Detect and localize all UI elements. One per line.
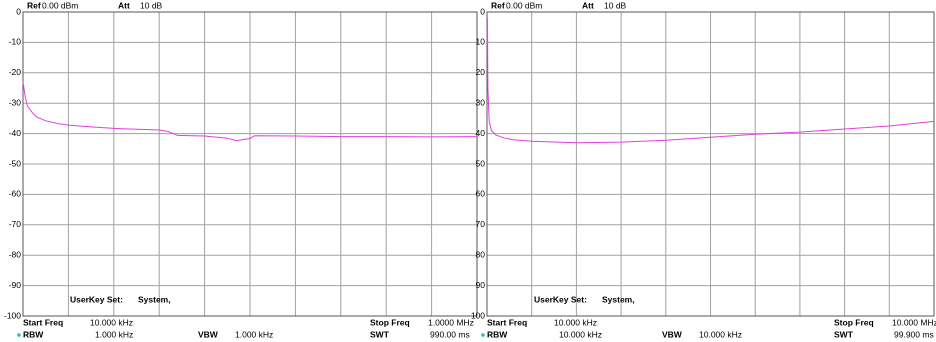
y-tick-label: 0 (480, 6, 485, 16)
footer-value: 10.000 kHz (699, 329, 742, 339)
y-tick-label: 100 (471, 310, 485, 320)
header-value: 10 dB (140, 0, 163, 10)
footer-label: RBW (23, 329, 44, 339)
footer-label: SWT (834, 329, 854, 339)
trace (486, 18, 935, 144)
y-tick-label: -70 (9, 219, 22, 229)
y-tick-label: 40 (476, 128, 486, 138)
footer-label: VBW (662, 329, 683, 339)
y-tick-label: 50 (476, 158, 486, 168)
footer-label: RBW (487, 329, 508, 339)
y-tick-label: -30 (9, 97, 22, 107)
header-label: Ref (27, 0, 41, 10)
y-tick-label: 20 (476, 67, 486, 77)
footer-value: 990.00 ms (430, 329, 470, 339)
y-tick-label: 90 (476, 280, 486, 290)
y-tick-label: -90 (9, 280, 22, 290)
y-tick-label: 60 (476, 189, 486, 199)
footer-label: Start Freq (23, 317, 63, 327)
footer-value: 10.000 kHz (554, 317, 597, 327)
note-label: UserKey Set: (70, 294, 123, 304)
y-tick-label: -10 (9, 37, 22, 47)
footer-label: Stop Freq (370, 317, 410, 327)
note-label: UserKey Set: (534, 294, 587, 304)
footer-label: VBW (198, 329, 219, 339)
marker-dot (17, 333, 21, 337)
footer-label: Stop Freq (834, 317, 874, 327)
y-tick-label: -80 (9, 249, 22, 259)
y-tick-label: -40 (9, 128, 22, 138)
y-tick-label: -50 (9, 158, 22, 168)
plot-frame (486, 11, 935, 317)
note-value: System, (138, 294, 171, 304)
trace (22, 81, 478, 142)
header-label: Att (118, 0, 130, 10)
y-tick-label: 70 (476, 219, 486, 229)
y-tick-label: 10 (476, 37, 486, 47)
y-tick-label: 80 (476, 249, 486, 259)
footer-value: 10.000 kHz (90, 317, 133, 327)
footer-label: SWT (370, 329, 390, 339)
footer-value: 1.000 kHz (95, 329, 133, 339)
footer-value: 10.000 kHz (559, 329, 602, 339)
y-tick-label: 30 (476, 97, 486, 107)
header-label: Ref (491, 0, 505, 10)
header-value: 0.00 dBm (42, 0, 78, 10)
y-tick-label: -20 (9, 67, 22, 77)
footer-value: 1.0000 MHz (428, 317, 474, 327)
footer-value: 99.900 ms (894, 329, 934, 339)
y-tick-label: -60 (9, 189, 22, 199)
plot-frame (22, 11, 478, 317)
marker-dot (481, 333, 485, 337)
header-value: 10 dB (604, 0, 627, 10)
header-label: Att (582, 0, 594, 10)
y-tick-label: -100 (4, 310, 21, 320)
footer-value: 1.000 kHz (235, 329, 273, 339)
y-tick-label: 0 (16, 6, 21, 16)
footer-label: Start Freq (487, 317, 527, 327)
note-value: System, (602, 294, 635, 304)
header-value: 0.00 dBm (506, 0, 542, 10)
footer-value: 10.000 MHz (892, 317, 936, 327)
